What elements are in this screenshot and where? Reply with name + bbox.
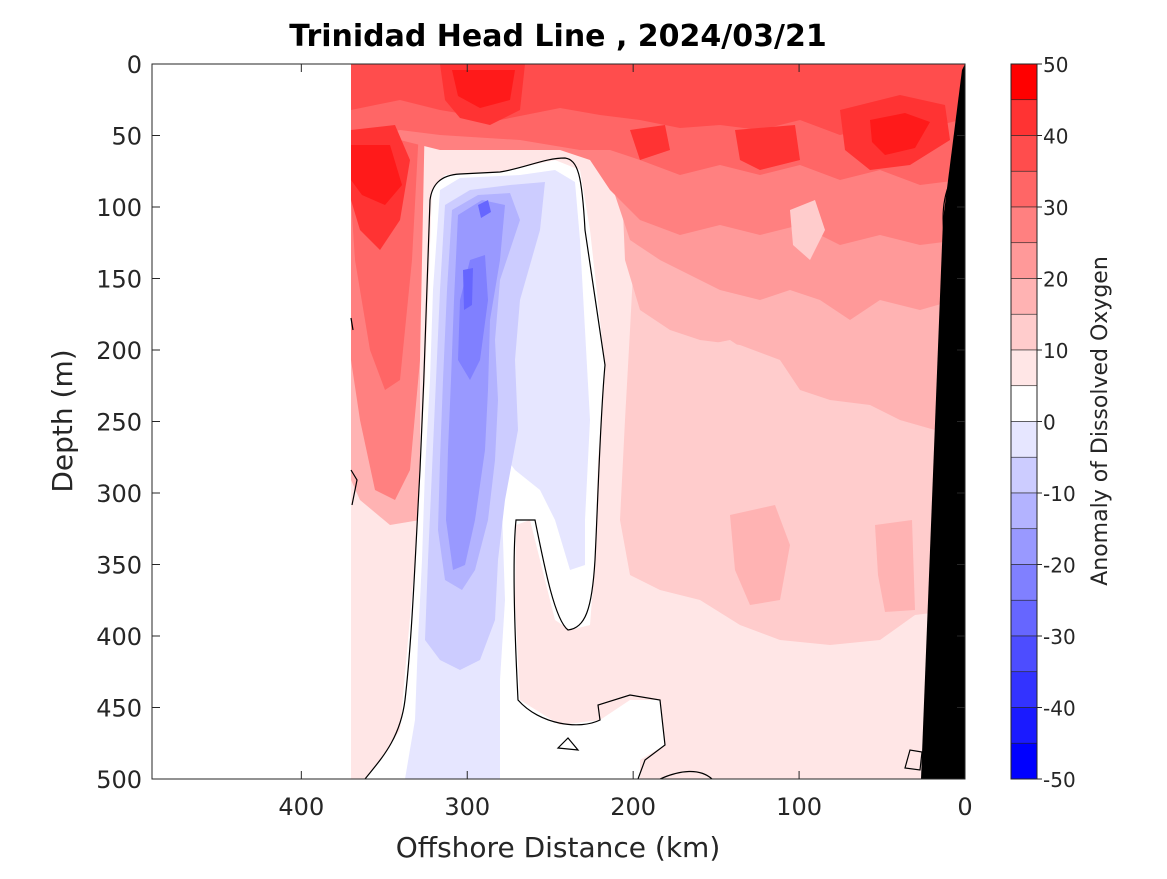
contour-band-neg-20 bbox=[446, 200, 505, 570]
y-tick-label: 500 bbox=[96, 766, 142, 794]
zero-contour-line-bottom bbox=[659, 770, 713, 779]
zero-contour-line-left bbox=[350, 469, 358, 506]
y-tick-label: 350 bbox=[96, 552, 142, 580]
y-tick-label: 450 bbox=[96, 695, 142, 723]
zero-contour-line-left-2 bbox=[350, 317, 354, 331]
contour-band-neg-core-2 bbox=[463, 268, 473, 310]
y-tick-label: 300 bbox=[96, 480, 142, 508]
y-tick-label: 50 bbox=[111, 123, 142, 151]
contour-band-pos-40e bbox=[735, 125, 800, 170]
x-tick-label: 100 bbox=[776, 793, 822, 821]
colorbar bbox=[1010, 63, 1038, 780]
y-axis: 0 50 100 150 200 250 300 350 400 450 500 bbox=[96, 51, 965, 794]
colorbar-block bbox=[1010, 456, 1038, 494]
colorbar-tick-label: -10 bbox=[1043, 482, 1076, 506]
colorbar-block bbox=[1010, 492, 1038, 530]
colorbar-block bbox=[1010, 671, 1038, 708]
colorbar-tick-label: -40 bbox=[1043, 697, 1076, 721]
chart-title: Trinidad Head Line , 2024/03/21 bbox=[289, 19, 826, 54]
x-tick-label: 0 bbox=[957, 793, 972, 821]
x-tick-label: 300 bbox=[444, 793, 490, 821]
contour-band-pos-40d bbox=[630, 125, 670, 160]
colorbar-tick-label: 30 bbox=[1043, 196, 1068, 220]
colorbar-tick-label: -20 bbox=[1043, 554, 1076, 578]
x-tick-label: 400 bbox=[278, 793, 324, 821]
colorbar-block bbox=[1010, 707, 1038, 744]
colorbar-tick-label: 0 bbox=[1043, 411, 1056, 435]
y-tick-label: 250 bbox=[96, 409, 142, 437]
colorbar-tick-label: -50 bbox=[1043, 768, 1076, 792]
colorbar-tick-label: 10 bbox=[1043, 339, 1068, 363]
colorbar-block bbox=[1010, 206, 1038, 244]
colorbar-block bbox=[1010, 135, 1038, 172]
colorbar-tick-label: 50 bbox=[1043, 53, 1068, 77]
y-tick-label: 200 bbox=[96, 337, 142, 365]
zero-contour-line-small-island bbox=[556, 737, 580, 751]
y-axis-label: Depth (m) bbox=[46, 349, 79, 492]
colorbar-ticks: 50 40 30 20 10 0 -10 -20 -30 -40 -50 bbox=[1037, 53, 1076, 792]
colorbar-block bbox=[1010, 278, 1038, 315]
colorbar-block bbox=[1010, 349, 1038, 387]
colorbar-block bbox=[1010, 242, 1038, 279]
contour-field bbox=[350, 64, 965, 779]
colorbar-block bbox=[1010, 421, 1038, 458]
colorbar-block bbox=[1010, 742, 1038, 780]
zero-contour-line-main bbox=[364, 157, 666, 779]
y-tick-label: 100 bbox=[96, 194, 142, 222]
contour-band-pos-lighter-patch-2 bbox=[790, 200, 825, 260]
colorbar-tick-label: -30 bbox=[1043, 625, 1076, 649]
contour-band-pos-lighter-patch bbox=[680, 340, 770, 445]
y-tick-label: 150 bbox=[96, 266, 142, 294]
colorbar-label: Anomaly of Dissolved Oxygen bbox=[1088, 256, 1113, 586]
contour-band-pos-15b bbox=[730, 505, 790, 605]
colorbar-block bbox=[1010, 63, 1038, 101]
colorbar-block bbox=[1010, 599, 1038, 637]
colorbar-block bbox=[1010, 528, 1038, 565]
contour-band-neg-core bbox=[478, 200, 491, 218]
colorbar-tick-label: 20 bbox=[1043, 268, 1068, 292]
contour-band-pos-15c bbox=[875, 520, 915, 612]
colorbar-block bbox=[1010, 313, 1038, 351]
colorbar-block bbox=[1010, 564, 1038, 601]
contour-band-pos-45c bbox=[452, 70, 515, 108]
bathymetry-mask bbox=[921, 64, 965, 779]
x-axis: 400 300 200 100 0 bbox=[278, 64, 973, 821]
colorbar-block bbox=[1010, 635, 1038, 673]
contour-band-pos-45b bbox=[870, 113, 930, 155]
contour-band-pos-45a bbox=[351, 145, 402, 205]
x-axis-label: Offshore Distance (km) bbox=[396, 831, 721, 864]
colorbar-block bbox=[1010, 170, 1038, 208]
y-tick-label: 400 bbox=[96, 623, 142, 651]
x-tick-label: 200 bbox=[610, 793, 656, 821]
colorbar-block bbox=[1010, 385, 1038, 422]
colorbar-tick-label: 40 bbox=[1043, 125, 1068, 149]
colorbar-block bbox=[1010, 99, 1038, 136]
y-tick-label: 0 bbox=[127, 51, 142, 79]
zero-contour-line-bottom-right bbox=[904, 749, 923, 771]
